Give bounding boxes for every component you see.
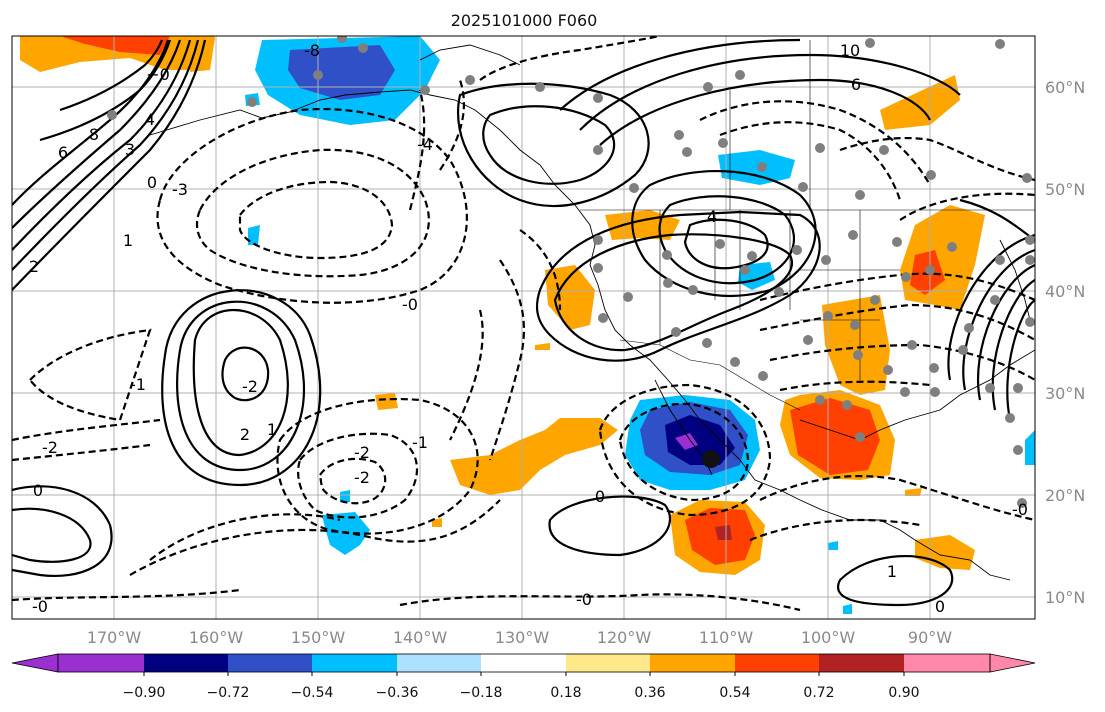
contour-label: -1 (412, 433, 428, 452)
lat-tick-label: 30°N (1045, 384, 1085, 403)
shaded-positive-regions (20, 36, 985, 575)
colorbar-outline (57, 653, 991, 673)
lat-tick-label: 40°N (1045, 282, 1085, 301)
contour-label: 3 (125, 140, 135, 159)
colorbar-tick-label: 0.72 (803, 685, 834, 701)
colorbar-tick-label: 0.18 (550, 685, 581, 701)
map-gridlines (12, 36, 1035, 619)
lon-tick-label: 90°W (908, 628, 952, 647)
colorbar-segment (650, 654, 735, 672)
colorbar-segment (312, 654, 397, 672)
colorbar-tick-label: −0.54 (291, 685, 334, 701)
contour-label: 0 (147, 173, 157, 192)
lat-tick-label: 20°N (1045, 486, 1085, 505)
contour-label: 0 (33, 481, 43, 500)
colorbar-tick-label: −0.72 (207, 685, 250, 701)
latitude-tick-labels: 60°N 50°N 40°N 30°N 20°N 10°N (1045, 78, 1085, 607)
colorbar-segment (904, 654, 990, 672)
colorbar-segment (735, 654, 819, 672)
contour-label: -8 (304, 41, 320, 60)
contour-label: 10 (840, 41, 860, 60)
figure-title: 2025101000 F060 (451, 11, 598, 30)
lat-tick-label: 50°N (1045, 180, 1085, 199)
colorbar-segment (144, 654, 228, 672)
colorbar-tick-label: 0.90 (888, 685, 919, 701)
contour-label: 8 (89, 125, 99, 144)
contour-label: -0 (402, 295, 418, 314)
colorbar-left-extension (11, 653, 59, 673)
contour-label: 6 (851, 75, 861, 94)
colorbar-segment (397, 654, 481, 672)
contour-label: -2 (42, 438, 58, 457)
colorbar-segment (58, 654, 144, 672)
contour-label: -4 (417, 135, 433, 154)
contour-label: -0 (576, 590, 592, 609)
colorbar-tick-label: −0.36 (376, 685, 419, 701)
colorbar-tick-label: 0.36 (634, 685, 665, 701)
lon-tick-label: 100°W (801, 628, 856, 647)
contour-label: 4 (145, 110, 155, 129)
lat-tick-label: 60°N (1045, 78, 1085, 97)
contour-label: 2 (29, 257, 39, 276)
contour-label: 4 (707, 207, 717, 226)
lon-tick-label: 160°W (189, 628, 244, 647)
colorbar-tick-marks (143, 672, 905, 676)
contour-label: 2 (240, 425, 250, 444)
contour-label: −0 (146, 65, 170, 84)
contour-label: 1 (887, 562, 897, 581)
solid-contours (12, 38, 1035, 607)
contour-label: -0 (1012, 500, 1028, 519)
lon-tick-label: 140°W (393, 628, 448, 647)
contour-label: -2 (354, 468, 370, 487)
colorbar-segment (481, 654, 566, 672)
lon-tick-label: 120°W (597, 628, 652, 647)
map-frame (11, 35, 1036, 620)
lat-tick-label: 10°N (1045, 588, 1085, 607)
contour-label: 0 (595, 487, 605, 506)
contour-label: 0 (935, 597, 945, 616)
lon-tick-label: 150°W (291, 628, 346, 647)
contour-label: -2 (242, 377, 258, 396)
colorbar-right-extension (989, 653, 1036, 673)
contour-label: -1 (130, 375, 146, 394)
lon-tick-label: 130°W (495, 628, 550, 647)
political-borders (580, 40, 1035, 411)
contour-label: -3 (172, 180, 188, 199)
colorbar-segment (819, 654, 904, 672)
contour-label: 1 (123, 231, 133, 250)
station-dots (107, 36, 1035, 508)
lon-tick-label: 170°W (87, 628, 142, 647)
dashed-contours (12, 36, 1035, 612)
low-center-marker (702, 450, 720, 468)
colorbar: −0.90 −0.72 −0.54 −0.36 −0.18 0.18 0.36 … (11, 653, 1036, 701)
lon-tick-label: 110°W (699, 628, 754, 647)
colorbar-tick-label: −0.90 (123, 685, 166, 701)
longitude-tick-labels: 170°W 160°W 150°W 140°W 130°W 120°W 110°… (87, 628, 952, 647)
contour-label: -2 (354, 443, 370, 462)
colorbar-tick-label: −0.18 (460, 685, 503, 701)
colorbar-segment (228, 654, 312, 672)
colorbar-tick-label: 0.54 (719, 685, 750, 701)
colorbar-segment (566, 654, 650, 672)
contour-labels: 8 6 4 3 2 1 0 −0 -0 10 -8 6 -4 -3 -2 -1 … (29, 41, 1028, 616)
contour-label: 1 (267, 420, 277, 439)
contour-label: -0 (32, 597, 48, 616)
contour-label: 6 (58, 143, 68, 162)
